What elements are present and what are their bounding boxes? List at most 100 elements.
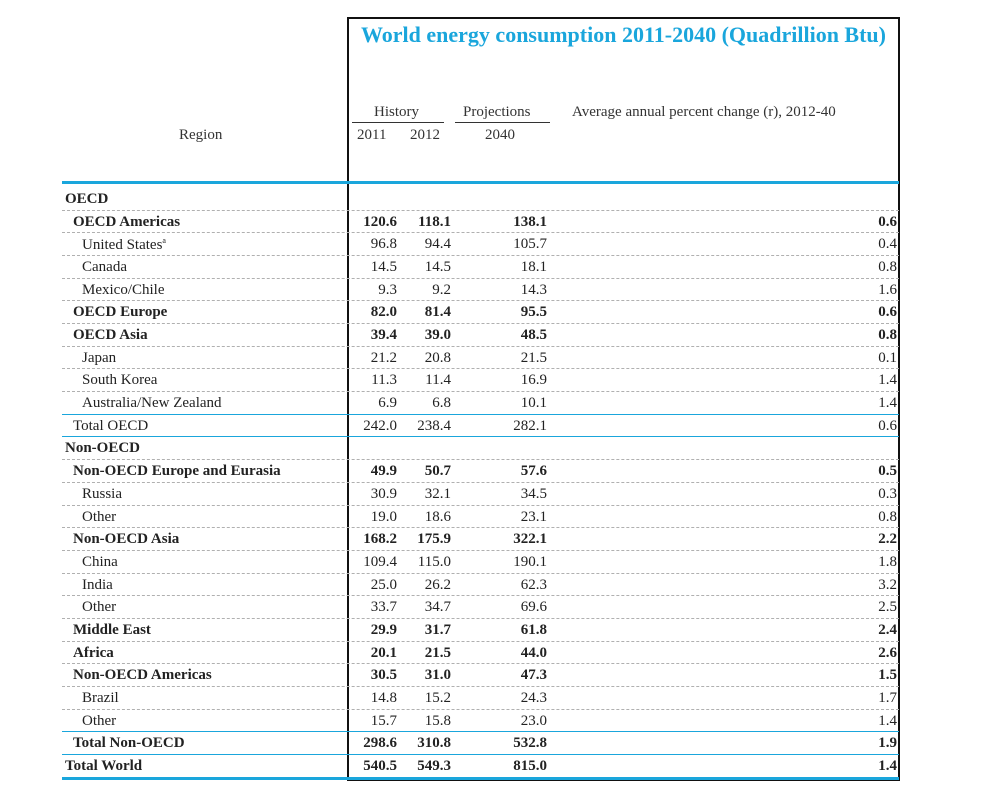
- value-2011: 30.9: [370, 485, 397, 502]
- footnote-marker: a: [162, 236, 166, 246]
- value-2040: 95.5: [520, 304, 547, 321]
- value-2012: 115.0: [417, 553, 451, 570]
- value-change: 0.8: [878, 259, 897, 276]
- value-2011: 20.1: [370, 644, 397, 661]
- value-change: 2.5: [878, 599, 897, 616]
- row-label: Total World: [65, 758, 143, 774]
- row-separator: [62, 209, 899, 211]
- table-title: World energy consumption 2011-2040 (Quad…: [361, 22, 886, 47]
- value-2011: 21.2: [370, 349, 397, 366]
- row-separator: [62, 277, 899, 279]
- value-2040: 24.3: [520, 689, 547, 706]
- value-2040: 14.3: [520, 281, 547, 298]
- value-2012: 175.9: [417, 531, 451, 548]
- value-2012: 15.8: [424, 712, 451, 729]
- value-2011: 14.5: [370, 259, 397, 276]
- row-label: Non-OECD: [65, 440, 141, 457]
- row-separator: [62, 436, 899, 438]
- row-separator: [62, 391, 899, 393]
- row-separator: [62, 731, 899, 733]
- row-label: China: [82, 553, 118, 570]
- value-2011: 242.0: [363, 417, 397, 434]
- value-change: 0.4: [878, 236, 897, 253]
- value-2040: 105.7: [513, 236, 547, 253]
- value-2040: 282.1: [513, 417, 547, 434]
- value-change: 2.2: [878, 531, 897, 548]
- value-2040: 18.1: [520, 259, 547, 276]
- value-2011: 15.7: [370, 712, 397, 729]
- value-2011: 109.4: [363, 553, 397, 570]
- value-2040: 47.3: [520, 667, 547, 684]
- value-2040: 48.5: [520, 327, 547, 344]
- value-2012: 20.8: [424, 349, 451, 366]
- region-header: Region: [179, 127, 223, 143]
- value-2011: 14.8: [370, 689, 397, 706]
- value-2011: 6.9: [378, 395, 397, 412]
- row-separator: [62, 776, 899, 780]
- value-2012: 11.4: [425, 372, 451, 389]
- row-separator: [62, 754, 899, 755]
- value-change: 2.6: [878, 644, 897, 661]
- row-label: Russia: [82, 485, 123, 502]
- row-separator: [62, 323, 899, 325]
- row-label: OECD: [65, 191, 109, 207]
- row-separator: [62, 595, 899, 597]
- row-label: United Statesa: [82, 236, 166, 254]
- value-2012: 18.6: [424, 508, 451, 525]
- row-label: Middle East: [73, 621, 151, 638]
- value-2011: 49.9: [370, 463, 397, 480]
- row-separator: [62, 549, 899, 551]
- value-change: 0.3: [878, 485, 897, 502]
- value-2040: 57.6: [520, 463, 547, 480]
- row-separator: [62, 617, 899, 619]
- value-2040: 21.5: [520, 349, 547, 366]
- value-2012: 50.7: [424, 463, 451, 480]
- value-2012: 14.5: [424, 259, 451, 276]
- value-2011: 82.0: [370, 304, 397, 321]
- row-label: India: [82, 576, 113, 593]
- value-change: 1.6: [878, 281, 897, 298]
- row-label: Africa: [73, 644, 114, 661]
- row-label: Other: [82, 599, 117, 616]
- row-separator: [62, 663, 899, 665]
- value-2011: 30.5: [370, 667, 397, 684]
- year-2011-header: 2011: [357, 127, 387, 143]
- value-2012: 26.2: [424, 576, 451, 593]
- value-2011: 25.0: [370, 576, 397, 593]
- projections-header: Projections: [463, 104, 531, 120]
- value-change: 2.4: [878, 621, 897, 638]
- row-label: Other: [82, 712, 117, 729]
- value-2011: 540.5: [363, 758, 397, 774]
- value-2040: 23.1: [520, 508, 547, 525]
- value-change: 0.1: [878, 349, 897, 366]
- row-separator: [62, 481, 899, 483]
- value-change: 3.2: [878, 576, 897, 593]
- row-label: Canada: [82, 259, 127, 276]
- value-2011: 39.4: [370, 327, 397, 344]
- value-2011: 298.6: [363, 735, 397, 752]
- value-change: 0.8: [878, 327, 897, 344]
- value-2040: 815.0: [513, 758, 547, 774]
- row-separator: [62, 640, 899, 642]
- row-label: Other: [82, 508, 117, 525]
- value-change: 1.4: [878, 372, 897, 389]
- row-label: South Korea: [82, 372, 158, 389]
- row-separator: [62, 255, 899, 257]
- value-2012: 549.3: [417, 758, 451, 774]
- row-label: Non-OECD Asia: [73, 531, 180, 548]
- value-2012: 94.4: [424, 236, 451, 253]
- row-label: OECD Europe: [73, 304, 168, 321]
- value-2012: 31.0: [424, 667, 451, 684]
- value-2012: 21.5: [424, 644, 451, 661]
- value-change: 0.6: [878, 304, 897, 321]
- value-2040: 69.6: [520, 599, 547, 616]
- value-2012: 6.8: [432, 395, 451, 412]
- value-2012: 238.4: [417, 417, 451, 434]
- row-separator: [62, 572, 899, 574]
- value-change: 1.8: [878, 553, 897, 570]
- row-separator: [62, 413, 899, 415]
- value-2012: 9.2: [432, 281, 451, 298]
- year-2012-header: 2012: [410, 127, 440, 143]
- row-label: Australia/New Zealand: [82, 395, 222, 412]
- value-change: 1.7: [878, 689, 897, 706]
